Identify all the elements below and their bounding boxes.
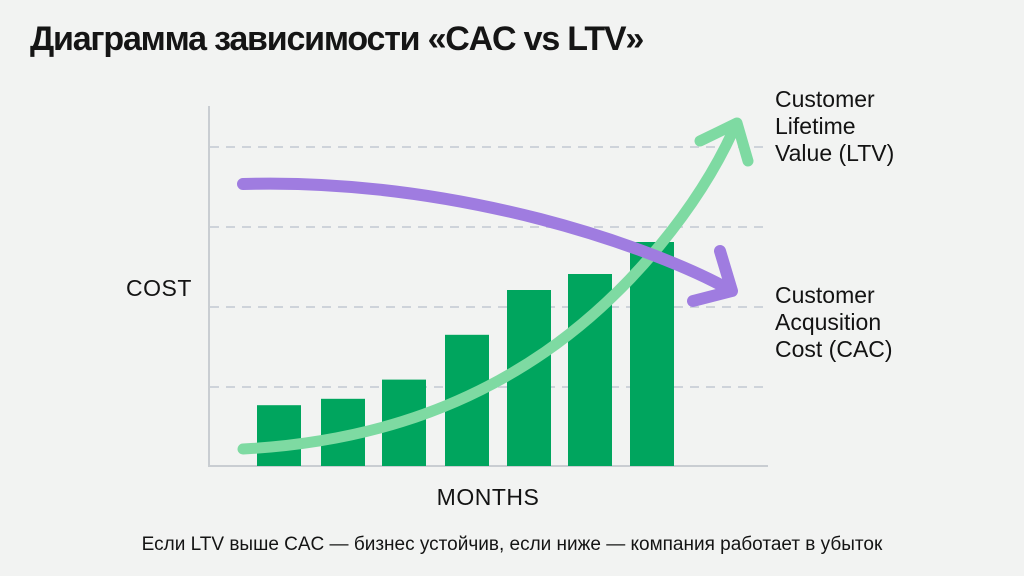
legend-cac-label: Customer Acqusition Cost (CAC) [775, 282, 893, 362]
page-title: Диаграмма зависимости «CAC vs LTV» [30, 20, 644, 58]
y-axis-label: COST [126, 275, 192, 301]
ltv-arrowhead-icon [694, 117, 754, 167]
ltv-curve [237, 117, 754, 455]
ltv-line [237, 125, 739, 455]
cac-arrowhead-icon [687, 245, 738, 307]
caption-text: Если LTV выше CAC — бизнес устойчив, есл… [141, 534, 883, 555]
legend-ltv-label: Customer Lifetime Value (LTV) [775, 86, 895, 166]
bar-month-7 [630, 242, 674, 466]
cac-curve [237, 177, 738, 307]
x-axis-label: MONTHS [436, 484, 540, 510]
cost-bars [257, 242, 674, 466]
cac-line [237, 177, 736, 296]
bar-month-1 [257, 405, 301, 466]
